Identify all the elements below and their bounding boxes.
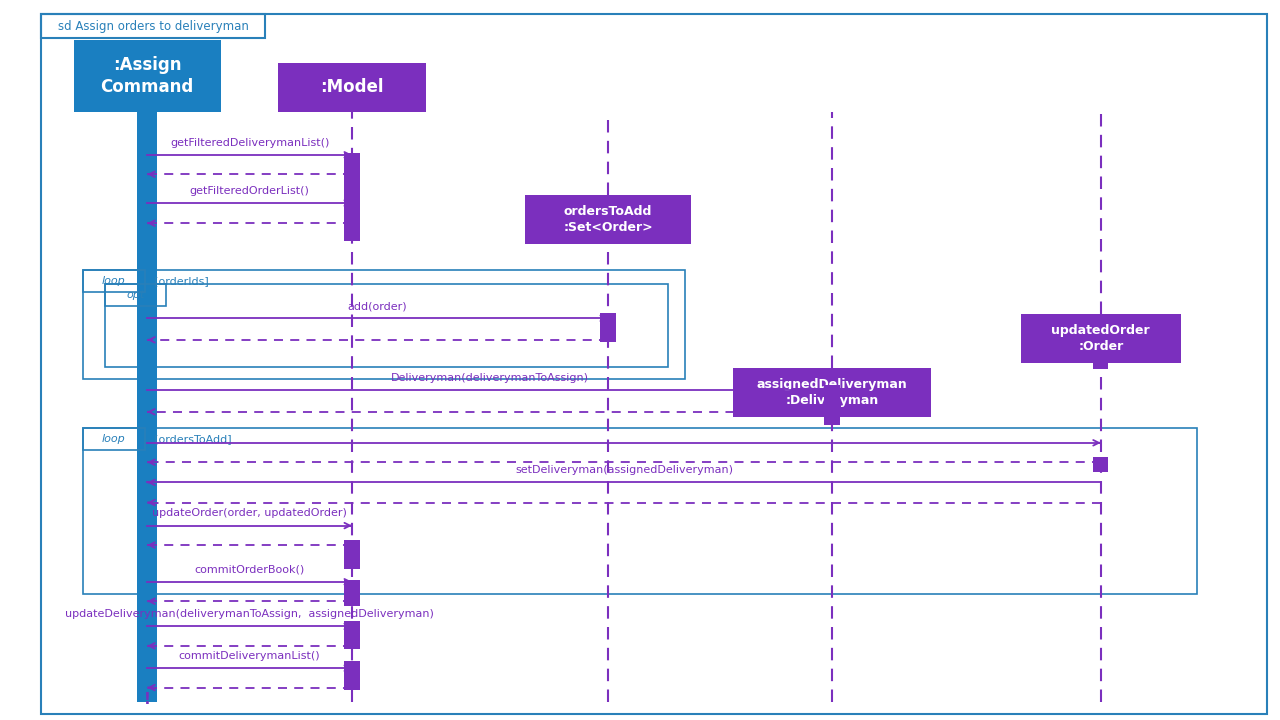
Text: :Assign
Command: :Assign Command (101, 55, 193, 96)
Text: updateOrder(order, updatedOrder): updateOrder(order, updatedOrder) (152, 508, 347, 518)
FancyBboxPatch shape (344, 153, 360, 241)
Text: loop: loop (102, 276, 125, 286)
Text: commitDeliverymanList(): commitDeliverymanList() (179, 651, 320, 661)
FancyBboxPatch shape (344, 540, 360, 569)
Text: Deliveryman(deliverymanToAssign): Deliveryman(deliverymanToAssign) (390, 373, 589, 383)
Text: ordersToAdd
:Set<Order>: ordersToAdd :Set<Order> (563, 205, 653, 234)
Text: getFilteredOrderList(): getFilteredOrderList() (189, 186, 310, 196)
Text: assignedDeliveryman
:Deliveryman: assignedDeliveryman :Deliveryman (756, 378, 908, 407)
FancyBboxPatch shape (279, 63, 425, 112)
FancyBboxPatch shape (525, 195, 691, 244)
Text: commitOrderBook(): commitOrderBook() (195, 564, 305, 575)
FancyBboxPatch shape (344, 621, 360, 649)
FancyBboxPatch shape (1093, 457, 1108, 472)
FancyBboxPatch shape (1021, 314, 1180, 363)
Text: !: ! (143, 692, 151, 707)
Text: sd Assign orders to deliveryman: sd Assign orders to deliveryman (58, 19, 248, 33)
FancyBboxPatch shape (344, 661, 360, 690)
FancyBboxPatch shape (1093, 353, 1108, 369)
Text: add(order): add(order) (348, 301, 407, 311)
FancyBboxPatch shape (732, 368, 932, 417)
FancyBboxPatch shape (600, 313, 616, 342)
Text: opt: opt (127, 290, 145, 300)
Text: loop: loop (102, 434, 125, 444)
Text: :Model: :Model (320, 78, 384, 96)
Text: updateDeliveryman(deliverymanToAssign,  assignedDeliveryman): updateDeliveryman(deliverymanToAssign, a… (65, 609, 434, 619)
FancyBboxPatch shape (74, 40, 221, 112)
Text: [ordersToAdd]: [ordersToAdd] (154, 434, 232, 444)
Text: getFilteredDeliverymanList(): getFilteredDeliverymanList() (170, 138, 329, 148)
FancyBboxPatch shape (344, 580, 360, 606)
Text: [orderIds]: [orderIds] (154, 276, 209, 286)
Text: updatedOrder
:Order: updatedOrder :Order (1051, 324, 1151, 353)
FancyBboxPatch shape (824, 385, 840, 425)
Text: setDeliveryman(assignedDeliveryman): setDeliveryman(assignedDeliveryman) (515, 465, 733, 475)
FancyBboxPatch shape (137, 112, 157, 702)
